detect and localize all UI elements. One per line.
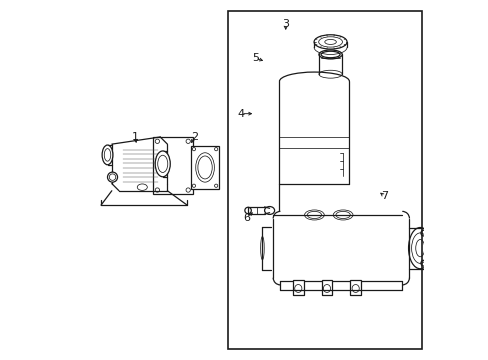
Bar (190, 146, 219, 189)
Text: 2: 2 (190, 132, 198, 142)
Text: 4: 4 (237, 109, 244, 119)
Bar (292, 280, 303, 295)
Text: 1: 1 (131, 132, 138, 142)
Text: 5: 5 (251, 53, 258, 63)
Text: 7: 7 (380, 191, 387, 201)
Text: 6: 6 (243, 213, 249, 222)
Bar (153, 137, 192, 194)
Bar (349, 280, 360, 295)
Bar (228, 12, 421, 348)
Ellipse shape (102, 145, 113, 165)
Ellipse shape (107, 172, 117, 182)
Ellipse shape (155, 151, 170, 177)
Bar (321, 280, 332, 295)
Text: 3: 3 (282, 19, 288, 29)
